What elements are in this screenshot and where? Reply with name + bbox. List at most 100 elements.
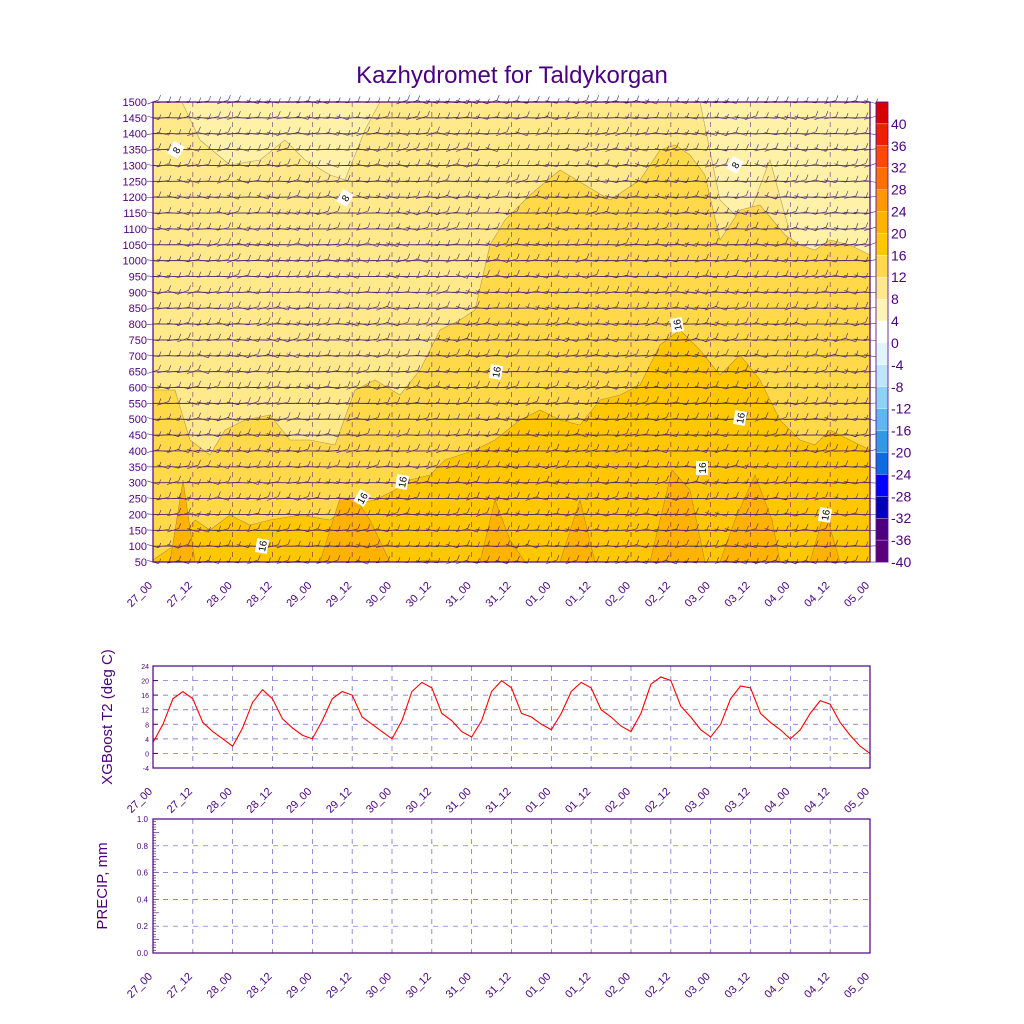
wind-barb <box>465 513 478 516</box>
wind-barb-flag <box>835 256 839 263</box>
wind-barb <box>684 497 697 500</box>
wind-barb-flag <box>527 144 530 150</box>
wind-barb <box>376 465 389 469</box>
wind-barb-flag <box>517 192 520 198</box>
wind-barb-flag <box>447 477 451 483</box>
wind-barb-flag <box>387 510 391 516</box>
wind-barb <box>784 227 797 231</box>
wind-barb <box>754 242 767 247</box>
wind-barb-flag <box>477 460 480 466</box>
wind-barb-flag <box>606 271 610 278</box>
precip-x-tick-label: 03_00 <box>683 971 713 1001</box>
y-tick-label: 700 <box>129 351 147 363</box>
wind-barb <box>625 369 637 374</box>
wind-barb-flag <box>278 397 281 403</box>
wind-barb <box>346 355 359 357</box>
wind-barb-flag <box>497 477 500 483</box>
wind-barb-flag <box>745 301 749 307</box>
wind-barb <box>724 180 737 182</box>
wind-barb <box>684 275 697 278</box>
wind-barb <box>376 132 388 136</box>
wind-barb <box>814 465 827 468</box>
wind-barb-flag <box>517 555 520 562</box>
wind-barb <box>495 433 508 437</box>
wind-barb <box>804 131 817 137</box>
y-tick-label: 1350 <box>123 145 147 157</box>
wind-barb <box>386 385 398 390</box>
wind-barb <box>276 528 289 533</box>
wind-barb-flag <box>795 241 799 247</box>
wind-barb-flag <box>815 126 819 132</box>
wind-barb-flag <box>447 285 450 291</box>
wind-barb-flag <box>566 111 570 117</box>
wind-barb <box>505 417 518 421</box>
wind-barb-flag <box>278 161 281 167</box>
wind-barb <box>286 529 299 532</box>
wind-barb-flag <box>497 320 500 327</box>
wind-barb-flag <box>795 272 799 278</box>
wind-barb <box>206 417 219 421</box>
wind-barb <box>296 115 309 120</box>
wind-barb-flag <box>337 273 341 279</box>
wind-barb <box>306 385 319 390</box>
wind-barb-flag <box>367 523 371 529</box>
wind-barb <box>674 227 687 231</box>
wind-barb-flag <box>835 225 839 231</box>
wind-barb-flag <box>825 430 829 436</box>
wind-barb <box>794 243 807 246</box>
wind-barb-flag <box>845 524 849 531</box>
wind-barb <box>376 116 388 120</box>
wind-barb-flag <box>208 477 212 483</box>
wind-barb-flag <box>666 428 670 435</box>
wind-barb-flag <box>188 256 192 262</box>
wind-barb-flag <box>278 301 281 307</box>
wind-barb <box>395 180 408 183</box>
wind-barb-flag <box>417 95 421 101</box>
wind-barb-flag <box>855 145 859 151</box>
wind-barb <box>664 243 677 246</box>
wind-barb-flag <box>537 223 540 230</box>
wind-barb-flag <box>347 208 351 214</box>
wind-barb-flag <box>796 445 799 451</box>
wind-barb-flag <box>626 222 630 228</box>
wind-barb-flag <box>726 493 729 499</box>
wind-barb <box>336 228 349 230</box>
wind-barb <box>545 545 558 548</box>
wind-barb-flag <box>288 209 291 215</box>
wind-barb-flag <box>716 332 719 339</box>
wind-barb <box>196 291 209 294</box>
y-tick-label: 350 <box>129 462 147 474</box>
wind-barb-flag <box>567 239 570 245</box>
wind-barb <box>664 528 677 532</box>
colorbar-segment <box>875 496 889 519</box>
wind-barb-flag <box>696 493 700 499</box>
t2-y-tick-label: 8 <box>145 722 149 729</box>
wind-barb <box>764 147 777 152</box>
wind-barb <box>206 385 219 390</box>
wind-barb <box>296 528 309 532</box>
wind-barb <box>425 148 438 151</box>
wind-barb <box>605 370 618 374</box>
wind-barb <box>784 148 797 151</box>
wind-barb-flag <box>776 271 779 277</box>
wind-barb <box>734 258 747 263</box>
wind-barb <box>505 274 518 279</box>
wind-barb-flag <box>616 223 620 229</box>
wind-barb <box>485 481 498 484</box>
wind-barb-flag <box>397 177 401 183</box>
wind-barb <box>366 196 379 199</box>
wind-barb <box>206 132 219 135</box>
wind-barb-flag <box>656 444 660 450</box>
wind-barb-flag <box>497 556 500 562</box>
wind-barb <box>226 148 239 151</box>
wind-barb <box>157 496 169 501</box>
wind-barb <box>465 163 478 168</box>
y-tick-label: 400 <box>129 446 147 458</box>
wind-barb <box>425 180 438 183</box>
wind-barb-flag <box>496 94 500 101</box>
wind-barb <box>485 258 498 263</box>
wind-barb <box>535 211 548 215</box>
wind-barb-flag <box>706 430 709 436</box>
wind-barb-flag <box>347 556 351 562</box>
wind-barb <box>535 386 548 389</box>
